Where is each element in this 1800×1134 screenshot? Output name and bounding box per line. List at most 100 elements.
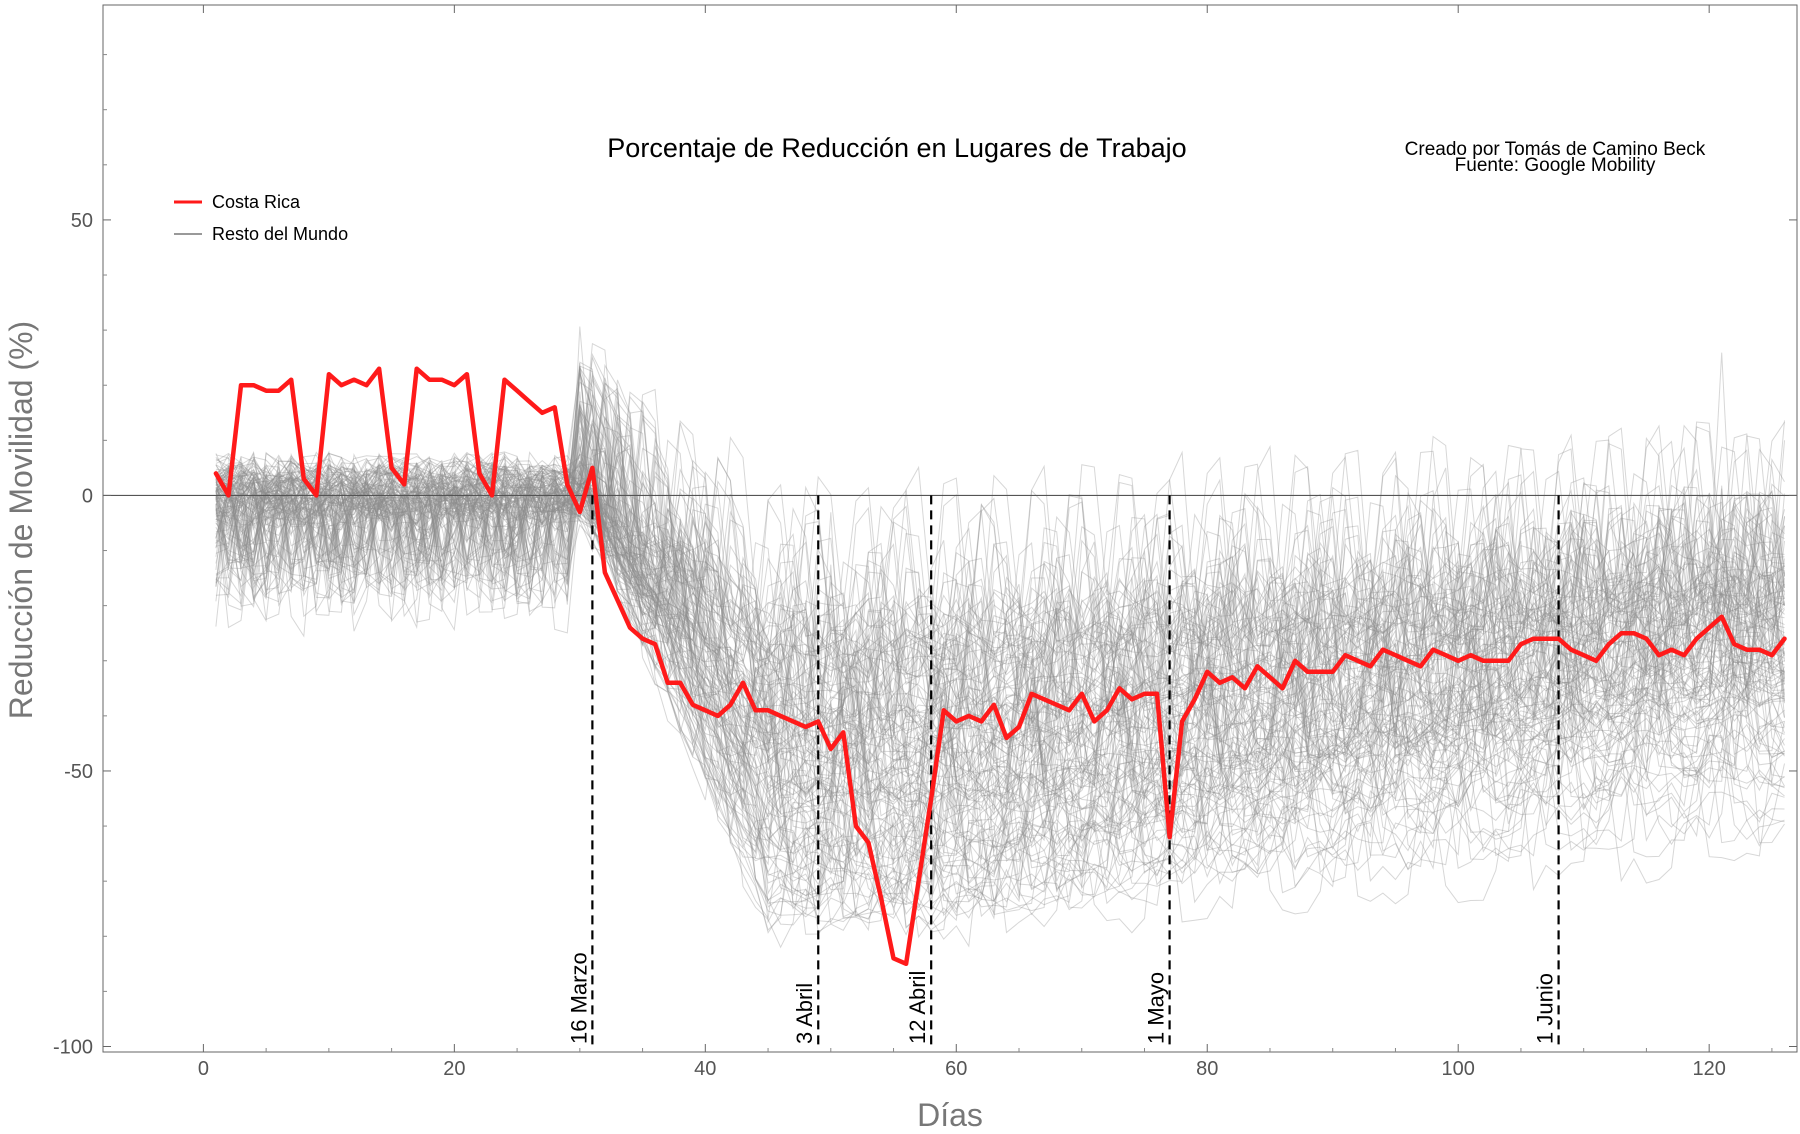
world-country-line [215, 404, 1785, 792]
chart-title: Porcentaje de Reducción en Lugares de Tr… [607, 133, 1186, 163]
event-label: 12 Abril [905, 971, 930, 1044]
event-label: 1 Mayo [1144, 972, 1169, 1044]
world-country-line [215, 416, 1785, 754]
x-tick-label: 0 [198, 1058, 209, 1080]
world-country-line [215, 491, 1785, 934]
legend-label: Costa Rica [212, 192, 301, 212]
x-tick-label: 80 [1196, 1058, 1218, 1080]
world-country-line [215, 471, 1785, 681]
world-country-line [215, 367, 1785, 766]
world-country-line [215, 421, 1785, 874]
world-country-line [215, 465, 1785, 721]
world-country-line [215, 453, 1785, 703]
world-country-line [215, 410, 1785, 642]
world-country-line [215, 474, 1785, 920]
world-country-line [215, 443, 1785, 886]
world-country-line [215, 455, 1785, 831]
world-country-line [215, 394, 1785, 797]
world-country-line [215, 392, 1785, 788]
world-country-line [215, 352, 1785, 736]
world-country-line [215, 393, 1785, 668]
world-country-line [215, 435, 1785, 692]
axes: 0 20 40 60 80 100 120 -100 -50 0 50 [53, 4, 1798, 1080]
world-country-line [215, 366, 1785, 747]
world-country-line [215, 326, 1785, 805]
world-country-line [215, 480, 1785, 745]
y-tick-label: -50 [64, 761, 93, 783]
world-country-line [215, 453, 1785, 778]
x-tick-label: 100 [1442, 1058, 1475, 1080]
world-country-line [215, 402, 1785, 924]
world-country-line [215, 399, 1785, 754]
world-country-line [215, 465, 1785, 876]
world-country-line [215, 462, 1785, 822]
world-country-line [215, 469, 1785, 932]
world-country-line [215, 409, 1785, 798]
world-country-line [215, 466, 1785, 731]
world-country-line [215, 462, 1785, 656]
world-country-line [215, 482, 1785, 777]
world-country-line [215, 465, 1785, 923]
world-country-line [215, 377, 1785, 856]
world-country-line [215, 452, 1785, 849]
world-country-line [215, 445, 1785, 899]
world-country-line [215, 410, 1785, 700]
world-country-line [215, 453, 1785, 720]
world-country-line [215, 404, 1785, 919]
x-tick-label: 120 [1692, 1058, 1725, 1080]
x-tick-label: 40 [694, 1058, 716, 1080]
event-label: 16 Marzo [566, 952, 591, 1044]
world-country-line [215, 471, 1785, 912]
world-country-line [215, 418, 1785, 909]
world-country-line [215, 414, 1785, 667]
world-country-line [215, 400, 1785, 724]
world-country-line [215, 475, 1785, 703]
world-country-line [215, 352, 1785, 672]
world-country-line [215, 404, 1785, 841]
world-country-line [215, 465, 1785, 897]
world-country-line [215, 401, 1785, 765]
world-country-line [215, 435, 1785, 666]
world-country-line [215, 482, 1785, 804]
world-country-line [215, 462, 1785, 662]
rest-of-world-lines [215, 326, 1785, 949]
world-country-line [215, 408, 1785, 864]
world-country-line [215, 365, 1785, 810]
world-country-line [215, 449, 1785, 717]
chart-texts: Porcentaje de Reducción en Lugares de Tr… [3, 133, 1706, 1133]
world-country-line [215, 463, 1785, 689]
world-country-line [215, 437, 1785, 819]
world-country-line [215, 463, 1785, 841]
world-country-line [215, 363, 1785, 757]
world-country-line [215, 400, 1785, 806]
world-country-line [215, 447, 1785, 722]
world-country-line [215, 482, 1785, 920]
x-tick-label: 60 [945, 1058, 967, 1080]
world-country-line [215, 457, 1785, 875]
world-country-line [215, 395, 1785, 664]
world-country-line [215, 365, 1785, 799]
x-axis-title: Días [917, 1097, 983, 1133]
y-tick-label: 0 [82, 485, 93, 507]
y-tick-label: 50 [71, 210, 93, 232]
world-country-line [215, 382, 1785, 876]
world-country-line [215, 415, 1785, 764]
world-country-line [215, 422, 1785, 896]
world-country-line [215, 456, 1785, 753]
world-country-line [215, 484, 1785, 936]
world-country-line [215, 460, 1785, 858]
world-country-line [215, 405, 1785, 828]
event-label: 1 Junio [1533, 973, 1558, 1044]
world-country-line [215, 368, 1785, 900]
world-country-line [215, 391, 1785, 629]
world-country-line [215, 411, 1785, 794]
world-country-line [215, 472, 1785, 891]
costa-rica-series [213, 366, 1787, 967]
plot-frame [102, 4, 1798, 1053]
credit-source: Fuente: Google Mobility [1455, 155, 1656, 176]
world-country-line [215, 458, 1785, 687]
world-country-line [215, 449, 1785, 765]
world-country-line [215, 428, 1785, 803]
world-country-line [215, 387, 1785, 731]
